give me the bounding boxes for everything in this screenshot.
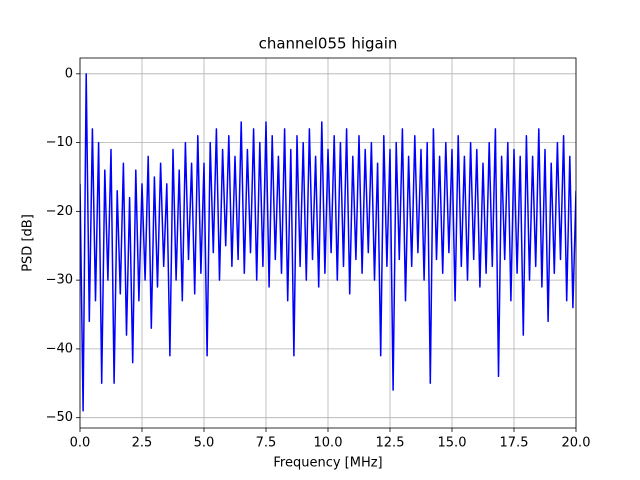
y-tick-label: −40 <box>46 341 73 356</box>
y-tick-label: −20 <box>46 204 73 219</box>
x-tick-label: 12.5 <box>376 436 405 451</box>
y-tick-label: −50 <box>46 410 73 425</box>
x-tick-label: 5.0 <box>194 436 215 451</box>
x-axis-label: Frequency [MHz] <box>273 456 382 471</box>
y-axis-label: PSD [dB] <box>21 214 36 272</box>
x-tick-label: 17.5 <box>500 436 529 451</box>
x-tick-label: 2.5 <box>132 436 153 451</box>
x-tick-label: 20.0 <box>562 436 591 451</box>
y-tick-label: 0 <box>65 66 73 81</box>
x-tick-label: 0.0 <box>70 436 91 451</box>
y-tick-label: −10 <box>46 135 73 150</box>
y-tick-label: −30 <box>46 273 73 288</box>
x-tick-label: 7.5 <box>256 436 277 451</box>
plot-frame <box>79 57 577 429</box>
psd-line <box>80 73 576 412</box>
x-tick-label: 10.0 <box>314 436 343 451</box>
x-tick-label: 15.0 <box>438 436 467 451</box>
chart-title: channel055 higain <box>259 35 398 53</box>
